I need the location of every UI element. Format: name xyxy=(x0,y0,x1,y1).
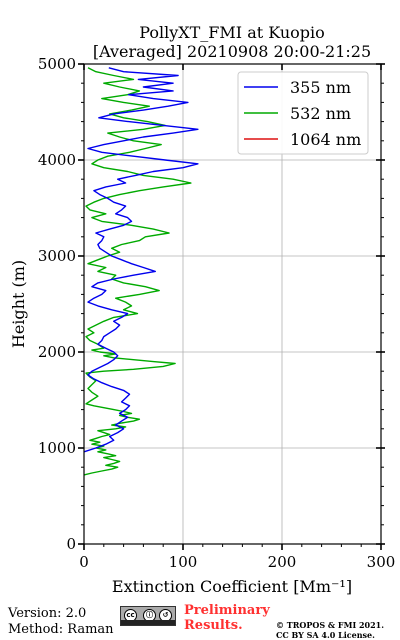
x-tick-label-2: 200 xyxy=(268,553,297,571)
footer-info: Version: 2.0 Method: Raman xyxy=(8,606,114,638)
y-axis-label: Height (m) xyxy=(9,260,28,348)
copyright-line2: CC BY SA 4.0 License. xyxy=(276,630,375,640)
preliminary-line2: Results. xyxy=(184,618,243,633)
y-tick-label-4: 4000 xyxy=(38,151,76,169)
copyright-notice: © TROPOS & FMI 2021. CC BY SA 4.0 Licens… xyxy=(276,620,384,640)
y-tick-label-0: 0 xyxy=(66,535,76,553)
series-line-355-nm xyxy=(83,67,199,453)
y-tick-label-3: 3000 xyxy=(38,247,76,265)
badge-strip xyxy=(121,620,175,625)
data-lines xyxy=(83,67,199,476)
x-tick-label-1: 100 xyxy=(169,553,198,571)
y-tick-label-5: 5000 xyxy=(38,55,76,73)
license-badge: cc ⓘ ↺ xyxy=(120,606,176,626)
legend-label-532-nm: 532 nm xyxy=(290,104,351,123)
copyright-line1: © TROPOS & FMI 2021. xyxy=(276,620,385,630)
legend-box xyxy=(237,71,369,155)
y-tick-label-1: 1000 xyxy=(38,439,76,457)
legend-label-355-nm: 355 nm xyxy=(290,78,351,97)
x-tick-label-3: 300 xyxy=(367,553,396,571)
chart-title-line2: [Averaged] 20210908 20:00-21:25 xyxy=(93,42,371,61)
preliminary-line1: Preliminary xyxy=(184,603,270,618)
version-text: Version: 2.0 xyxy=(8,606,87,621)
plot-frame xyxy=(83,63,382,545)
chart-title-line1: PollyXT_FMI at Kuopio xyxy=(139,23,325,42)
legend-label-1064-nm: 1064 nm xyxy=(290,130,361,149)
x-tick-label-0: 0 xyxy=(79,553,89,571)
method-text: Method: Raman xyxy=(8,622,114,637)
x-axis-label: Extinction Coefficient [Mm⁻¹] xyxy=(112,577,352,596)
legend: 355 nm 532 nm 1064 nm xyxy=(237,71,369,155)
y-tick-label-2: 2000 xyxy=(38,343,76,361)
series-line-532-nm xyxy=(83,67,192,476)
preliminary-notice: Preliminary Results. xyxy=(184,603,270,633)
